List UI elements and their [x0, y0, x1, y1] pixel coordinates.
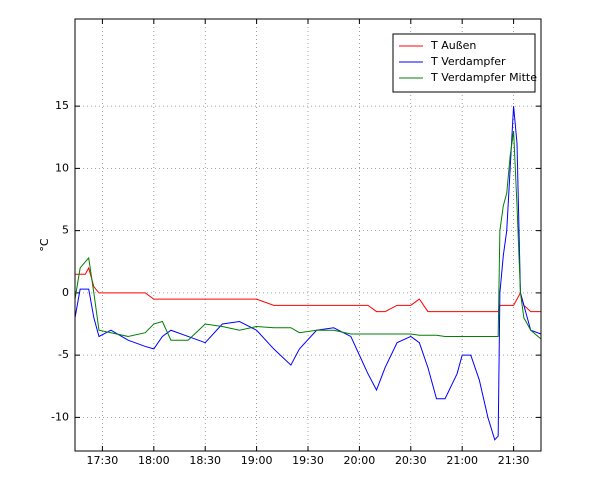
- x-tick-label: 18:00: [138, 454, 170, 467]
- data-line: [74, 130, 542, 341]
- data-line: [74, 106, 542, 441]
- y-tick-label: -10: [51, 410, 69, 423]
- data-line: [75, 266, 541, 313]
- x-tick-label: 20:00: [344, 454, 376, 467]
- x-tick-label: 20:30: [395, 454, 427, 467]
- y-tick-label: 15: [55, 99, 69, 112]
- legend-box: [392, 33, 536, 93]
- x-tick-label: 19:30: [292, 454, 324, 467]
- plot-frame: [74, 18, 542, 452]
- x-tick-label: 21:30: [498, 454, 530, 467]
- x-tick-label: 18:30: [189, 454, 221, 467]
- y-tick-label: 5: [62, 224, 69, 237]
- y-tick-label: 10: [55, 161, 69, 174]
- y-tick-label: -5: [58, 348, 69, 361]
- legend: T Außen T Verdampfer T Verdampfer Mitte: [392, 33, 537, 93]
- x-tick-label: 21:00: [446, 454, 478, 467]
- x-tick-label: 19:00: [241, 454, 273, 467]
- legend-label: T Außen: [430, 39, 476, 52]
- y-axis-label: °C: [38, 238, 51, 252]
- x-tick-label: 17:30: [87, 454, 119, 467]
- legend-label: T Verdampfer Mitte: [430, 71, 537, 84]
- legend-label: T Verdampfer: [430, 55, 506, 68]
- y-tick-label: 0: [62, 286, 69, 299]
